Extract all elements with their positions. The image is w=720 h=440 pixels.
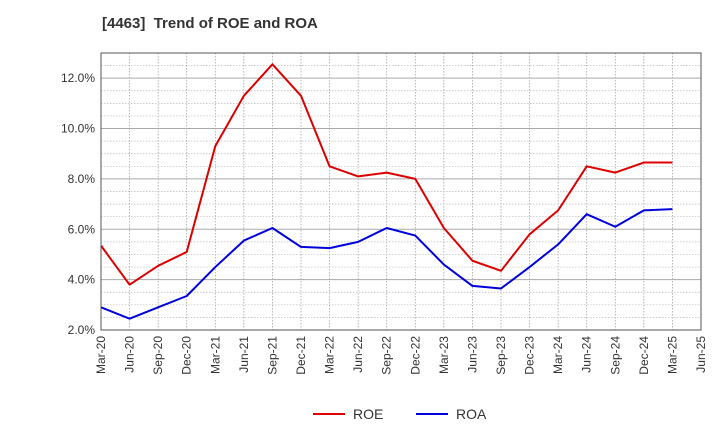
x-tick-label: Sep-20 xyxy=(151,336,165,375)
x-tick-label: Sep-24 xyxy=(608,336,622,375)
series-line-roe xyxy=(100,63,673,286)
plot-frame xyxy=(100,52,702,331)
legend: ROE ROA xyxy=(313,406,487,422)
x-tick-label: Dec-23 xyxy=(523,336,537,375)
x-tick-label: Dec-21 xyxy=(294,336,308,375)
x-tick-label: Mar-25 xyxy=(665,336,679,374)
x-tick-label: Mar-21 xyxy=(208,336,222,374)
x-tick-label: Jun-24 xyxy=(580,336,594,373)
series-lines xyxy=(100,63,673,320)
x-tick-label: Mar-23 xyxy=(437,336,451,374)
x-tick-label: Jun-25 xyxy=(694,336,708,373)
y-tick-label: 10.0% xyxy=(61,122,95,136)
series-line-roa xyxy=(100,208,673,320)
legend-label-roe: ROE xyxy=(353,406,383,422)
x-tick-label: Jun-20 xyxy=(123,336,137,373)
x-tick-label: Jun-21 xyxy=(237,336,251,373)
x-axis-ticks: Mar-20 Jun-20 Sep-20 Dec-20 Mar-21 Jun-21 Sep-… xyxy=(94,336,708,375)
x-tick-label: Sep-21 xyxy=(265,336,279,375)
x-tick-label: Dec-20 xyxy=(180,336,194,375)
y-tick-label: 2.0% xyxy=(68,323,96,337)
x-tick-label: Dec-24 xyxy=(637,336,651,375)
y-tick-label: 8.0% xyxy=(68,172,96,186)
chart-title: [4463] Trend of ROE and ROA xyxy=(102,15,318,32)
x-tick-label: Sep-23 xyxy=(494,336,508,375)
legend-label-roa: ROA xyxy=(456,406,487,422)
x-tick-label: Jun-22 xyxy=(351,336,365,373)
x-tick-label: Dec-22 xyxy=(408,336,422,375)
x-tick-label: Mar-22 xyxy=(323,336,337,374)
y-axis-ticks: 2.0% 4.0% 6.0% 8.0% 10.0% 12.0% xyxy=(61,71,95,337)
x-tick-label: Mar-24 xyxy=(551,336,565,374)
gridlines xyxy=(101,53,701,330)
y-tick-label: 6.0% xyxy=(68,222,96,236)
x-tick-label: Sep-22 xyxy=(380,336,394,375)
x-tick-label: Mar-20 xyxy=(94,336,108,374)
x-tick-label: Jun-23 xyxy=(465,336,479,373)
y-tick-label: 4.0% xyxy=(68,273,96,287)
y-tick-label: 12.0% xyxy=(61,71,95,85)
